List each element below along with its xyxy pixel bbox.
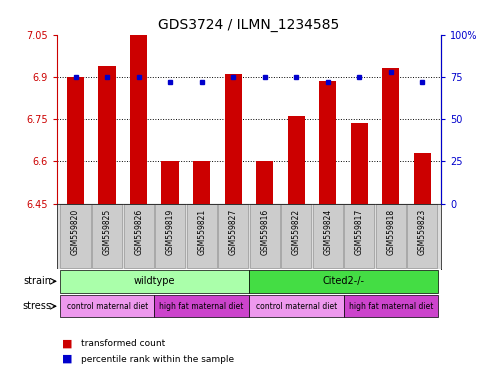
Bar xyxy=(407,204,437,268)
Text: GSM559823: GSM559823 xyxy=(418,209,427,255)
Text: GSM559825: GSM559825 xyxy=(103,209,111,255)
Bar xyxy=(249,295,344,318)
Bar xyxy=(99,66,116,204)
Bar xyxy=(186,204,217,268)
Text: transformed count: transformed count xyxy=(81,339,166,348)
Bar xyxy=(155,204,185,268)
Text: wildtype: wildtype xyxy=(134,276,175,286)
Bar xyxy=(218,204,248,268)
Text: high fat maternal diet: high fat maternal diet xyxy=(160,302,244,311)
Bar xyxy=(281,204,312,268)
Text: GSM559826: GSM559826 xyxy=(134,209,143,255)
Bar xyxy=(382,68,399,204)
Bar xyxy=(287,116,305,204)
Text: GSM559822: GSM559822 xyxy=(292,209,301,255)
Text: GSM559820: GSM559820 xyxy=(71,209,80,255)
Text: GSM559817: GSM559817 xyxy=(355,209,364,255)
Bar xyxy=(313,204,343,268)
Title: GDS3724 / ILMN_1234585: GDS3724 / ILMN_1234585 xyxy=(158,18,340,32)
Bar xyxy=(61,204,91,268)
Text: Cited2-/-: Cited2-/- xyxy=(322,276,364,286)
Bar xyxy=(92,204,122,268)
Text: control maternal diet: control maternal diet xyxy=(255,302,337,311)
Bar xyxy=(344,295,438,318)
Bar xyxy=(351,123,368,204)
Text: GSM559821: GSM559821 xyxy=(197,209,206,255)
Bar xyxy=(256,161,274,204)
Text: percentile rank within the sample: percentile rank within the sample xyxy=(81,354,235,364)
Bar xyxy=(344,204,374,268)
Text: high fat maternal diet: high fat maternal diet xyxy=(349,302,433,311)
Bar xyxy=(124,204,154,268)
Bar xyxy=(154,295,249,318)
Bar xyxy=(130,35,147,204)
Bar xyxy=(60,270,249,293)
Text: GSM559816: GSM559816 xyxy=(260,209,269,255)
Text: GSM559819: GSM559819 xyxy=(166,209,175,255)
Text: GSM559824: GSM559824 xyxy=(323,209,332,255)
Bar xyxy=(193,161,211,204)
Text: GSM559818: GSM559818 xyxy=(387,209,395,255)
Bar xyxy=(376,204,406,268)
Bar xyxy=(67,77,84,204)
Bar xyxy=(249,204,280,268)
Bar xyxy=(60,295,154,318)
Bar xyxy=(414,153,431,204)
Bar xyxy=(249,270,438,293)
Text: ■: ■ xyxy=(62,339,72,349)
Text: stress: stress xyxy=(23,301,52,311)
Text: GSM559827: GSM559827 xyxy=(229,209,238,255)
Text: strain: strain xyxy=(24,276,52,286)
Text: ■: ■ xyxy=(62,354,72,364)
Bar xyxy=(162,161,179,204)
Bar xyxy=(224,74,242,204)
Bar xyxy=(319,81,336,204)
Text: control maternal diet: control maternal diet xyxy=(67,302,148,311)
